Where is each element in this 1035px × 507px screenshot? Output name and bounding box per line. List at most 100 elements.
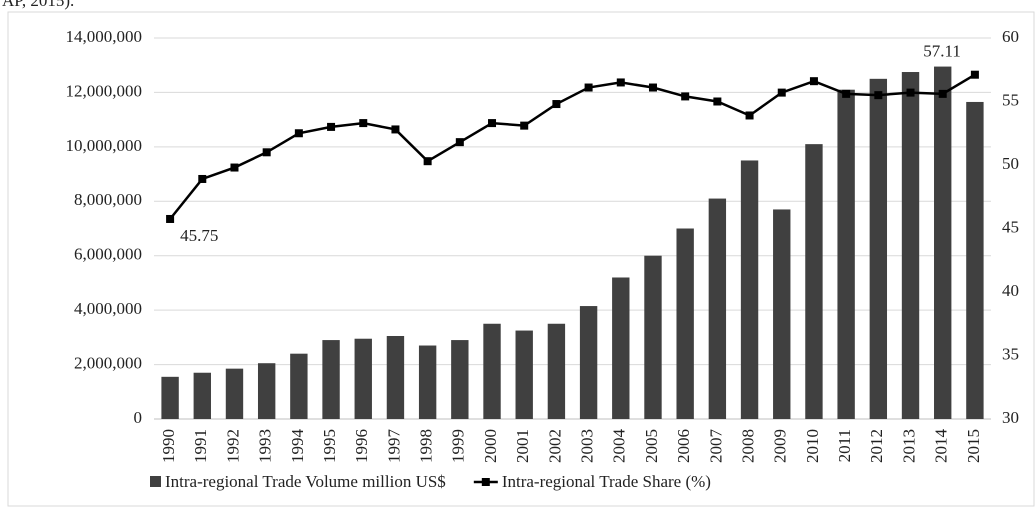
y-tick-label: 8,000,000 — [74, 190, 142, 209]
marker — [423, 157, 432, 166]
marker — [359, 119, 368, 128]
x-tick-label: 1993 — [256, 429, 275, 463]
x-tick-label: 1996 — [352, 429, 371, 463]
marker — [906, 88, 915, 97]
marker — [198, 174, 207, 183]
x-tick-label: 1997 — [384, 429, 403, 464]
y2-tick-label: 55 — [1002, 90, 1019, 109]
bar — [483, 323, 501, 419]
x-tick-label: 1999 — [449, 429, 468, 463]
bar — [290, 353, 308, 419]
legend-label: Intra-regional Trade Share (%) — [502, 472, 711, 491]
x-tick-label: 2014 — [932, 429, 951, 464]
bar — [354, 338, 372, 419]
data-label: 57.11 — [923, 42, 961, 61]
marker — [584, 83, 593, 92]
y-tick-label: 4,000,000 — [74, 299, 142, 318]
data-label: 45.75 — [180, 226, 218, 245]
marker — [681, 92, 690, 101]
bar — [966, 101, 984, 419]
bar — [934, 66, 952, 419]
bar — [579, 306, 598, 419]
bar — [515, 330, 533, 419]
marker — [616, 78, 625, 87]
x-tick-label: 2001 — [513, 429, 532, 463]
marker — [520, 121, 529, 130]
marker — [874, 91, 883, 100]
x-tick-label: 1991 — [191, 429, 210, 463]
bar — [451, 340, 469, 419]
marker — [713, 97, 722, 106]
y-tick-label: 0 — [134, 408, 143, 427]
y-tick-label: 12,000,000 — [66, 81, 143, 100]
bar — [773, 209, 791, 419]
y2-tick-label: 60 — [1002, 27, 1019, 46]
x-tick-label: 1994 — [288, 429, 307, 464]
x-tick-label: 2002 — [545, 429, 564, 463]
x-tick-label: 2012 — [867, 429, 886, 463]
bar — [386, 335, 405, 419]
legend-swatch — [150, 476, 161, 487]
marker — [294, 129, 303, 138]
bar — [193, 372, 211, 419]
y2-tick-label: 40 — [1002, 281, 1019, 300]
x-tick-label: 2006 — [674, 429, 693, 463]
bar — [322, 340, 340, 419]
x-tick-label: 2013 — [899, 429, 918, 463]
marker — [262, 148, 271, 157]
x-tick-label: 2005 — [642, 429, 661, 463]
marker — [809, 77, 818, 86]
x-tick-label: 2009 — [771, 429, 790, 463]
marker — [230, 163, 239, 172]
y-tick-label: 10,000,000 — [66, 136, 143, 155]
bar — [708, 198, 727, 419]
bar — [644, 255, 662, 419]
marker — [648, 83, 657, 92]
marker — [970, 70, 979, 79]
x-tick-label: 1990 — [159, 429, 178, 463]
marker — [488, 119, 497, 128]
y2-tick-label: 35 — [1002, 344, 1019, 363]
y2-tick-label: 30 — [1002, 408, 1019, 427]
bar — [225, 368, 244, 419]
bar — [612, 277, 630, 419]
x-tick-label: 2004 — [610, 429, 629, 464]
line — [169, 73, 976, 220]
bar — [676, 228, 694, 419]
x-tick-label: 2015 — [964, 429, 983, 463]
x-tick-label: 1995 — [320, 429, 339, 463]
legend-label: Intra-regional Trade Volume million US$ — [165, 472, 446, 491]
marker — [842, 89, 851, 98]
bar — [740, 160, 759, 419]
marker — [327, 122, 336, 131]
bar — [901, 72, 920, 420]
y-tick-label: 14,000,000 — [66, 27, 143, 46]
bar — [547, 323, 566, 419]
marker — [552, 100, 561, 109]
marker — [455, 138, 464, 147]
x-tick-label: 2011 — [835, 429, 854, 462]
marker — [777, 88, 786, 97]
marker — [745, 111, 754, 120]
x-tick-label: 2010 — [803, 429, 822, 463]
chart-frame — [7, 11, 1035, 507]
bar — [805, 144, 823, 419]
marker — [166, 214, 175, 223]
y2-tick-label: 50 — [1002, 154, 1019, 173]
marker — [938, 89, 947, 98]
x-tick-label: 2008 — [738, 429, 757, 463]
legend-marker — [481, 478, 490, 486]
caption-fragment: AP, 2015). — [2, 0, 74, 10]
y2-tick-label: 45 — [1002, 217, 1019, 236]
bar — [837, 89, 855, 419]
x-tick-label: 1992 — [223, 429, 242, 463]
y-tick-label: 6,000,000 — [74, 245, 142, 264]
marker — [391, 125, 400, 134]
bar — [418, 345, 437, 419]
x-tick-label: 2003 — [578, 429, 597, 463]
bar — [257, 363, 276, 419]
x-tick-label: 2007 — [706, 429, 725, 464]
bar — [869, 78, 888, 420]
x-tick-label: 2000 — [481, 429, 500, 463]
